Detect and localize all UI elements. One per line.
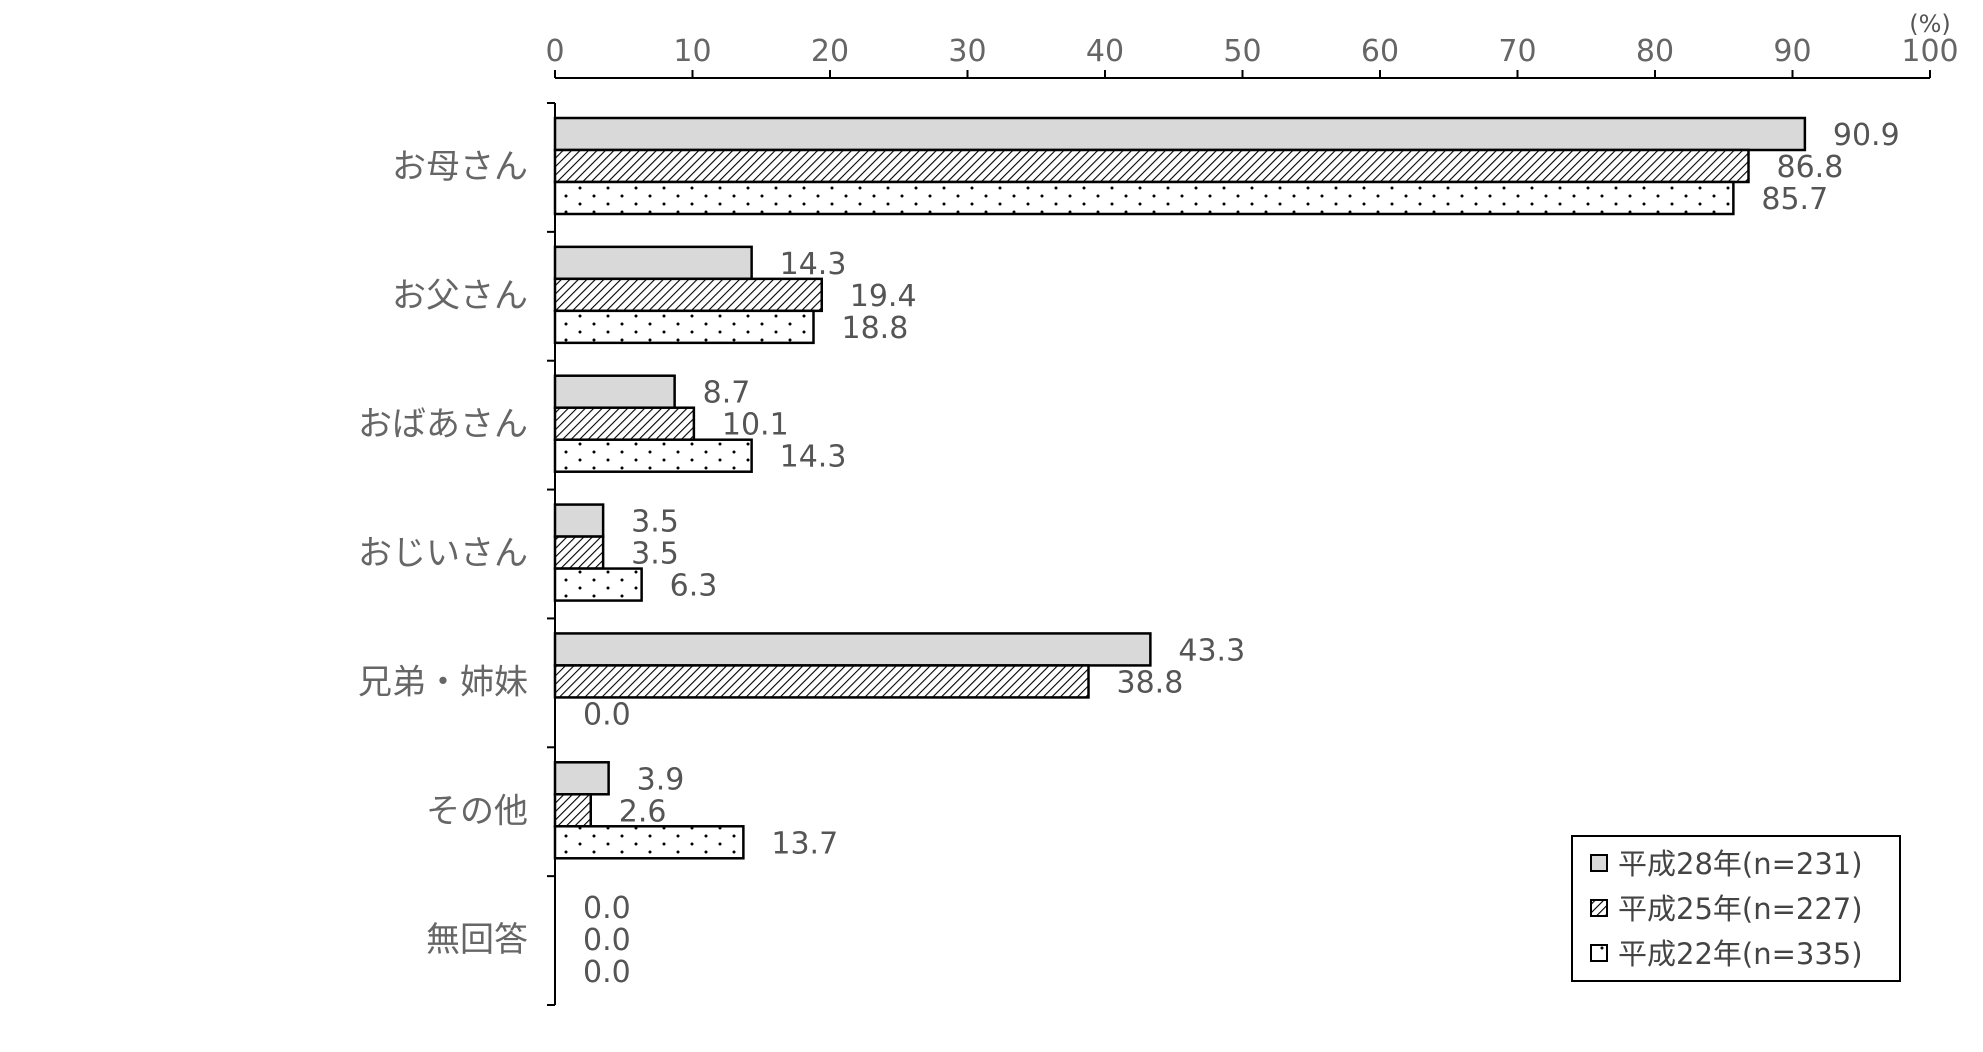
category-label: おばあさん <box>358 405 528 445</box>
data-label: 3.5 <box>631 537 679 572</box>
legend-swatch <box>1590 944 1608 962</box>
x-tick-label: 50 <box>1223 34 1261 69</box>
legend-swatch <box>1590 899 1608 917</box>
bar <box>553 116 1807 152</box>
data-label: 43.3 <box>1178 633 1245 668</box>
bar <box>553 277 823 313</box>
bars <box>553 116 1807 860</box>
category-label: お父さん <box>392 276 528 316</box>
category-label: おじいさん <box>358 534 528 574</box>
data-label: 14.3 <box>780 440 847 475</box>
bar <box>553 632 1152 667</box>
data-label: 10.1 <box>722 408 789 443</box>
bar <box>553 438 753 473</box>
legend-label: 平成25年(n=227) <box>1618 892 1863 926</box>
data-label: 0.0 <box>583 891 631 926</box>
bar <box>553 567 643 602</box>
data-label: 0.0 <box>583 923 631 958</box>
legend-box <box>1571 835 1901 982</box>
x-tick-label: 30 <box>948 34 986 69</box>
x-tick-label: 90 <box>1773 34 1811 69</box>
data-label: 85.7 <box>1761 182 1828 217</box>
bar <box>553 148 1750 184</box>
bar <box>553 180 1735 216</box>
category-label: その他 <box>426 791 528 831</box>
data-label: 18.8 <box>842 311 909 346</box>
category-label: 兄弟・姉妹 <box>358 662 528 702</box>
data-label: 3.5 <box>631 505 679 540</box>
data-label: 90.9 <box>1833 118 1900 153</box>
bar <box>553 245 753 281</box>
category-label: 無回答 <box>426 920 528 960</box>
bar <box>553 535 605 570</box>
x-tick-label: 20 <box>811 34 849 69</box>
data-label: 6.3 <box>670 569 718 604</box>
legend-swatch <box>1590 854 1608 872</box>
data-label: 3.9 <box>637 762 685 797</box>
bar <box>553 793 592 828</box>
bar <box>553 503 605 538</box>
data-label: 38.8 <box>1117 665 1184 700</box>
data-label: 86.8 <box>1777 150 1844 185</box>
x-tick-label: 70 <box>1498 34 1536 69</box>
x-axis-unit: (%) <box>1909 10 1951 38</box>
bar <box>553 761 610 796</box>
bar <box>553 374 676 409</box>
bar <box>553 664 1090 699</box>
data-label: 19.4 <box>850 279 917 314</box>
x-tick-label: 10 <box>673 34 711 69</box>
legend-label: 平成28年(n=231) <box>1618 847 1863 881</box>
x-tick-label: 40 <box>1086 34 1124 69</box>
bar <box>553 309 815 345</box>
legend-label: 平成22年(n=335) <box>1618 937 1863 971</box>
data-label: 14.3 <box>780 247 847 282</box>
x-tick-label: 80 <box>1636 34 1674 69</box>
bar <box>553 406 696 441</box>
bar <box>553 825 745 860</box>
category-label: お母さん <box>392 147 528 187</box>
x-tick-label: 0 <box>545 34 564 69</box>
x-tick-label: 100 <box>1901 34 1958 69</box>
x-tick-label: 60 <box>1361 34 1399 69</box>
data-label: 0.0 <box>583 697 631 732</box>
data-label: 0.0 <box>583 955 631 990</box>
legend: 平成28年(n=231) 平成25年(n=227) 平成22年(n=335) <box>1571 835 1901 982</box>
data-label: 13.7 <box>771 826 838 861</box>
data-label: 8.7 <box>703 376 751 411</box>
data-label: 2.6 <box>619 794 667 829</box>
